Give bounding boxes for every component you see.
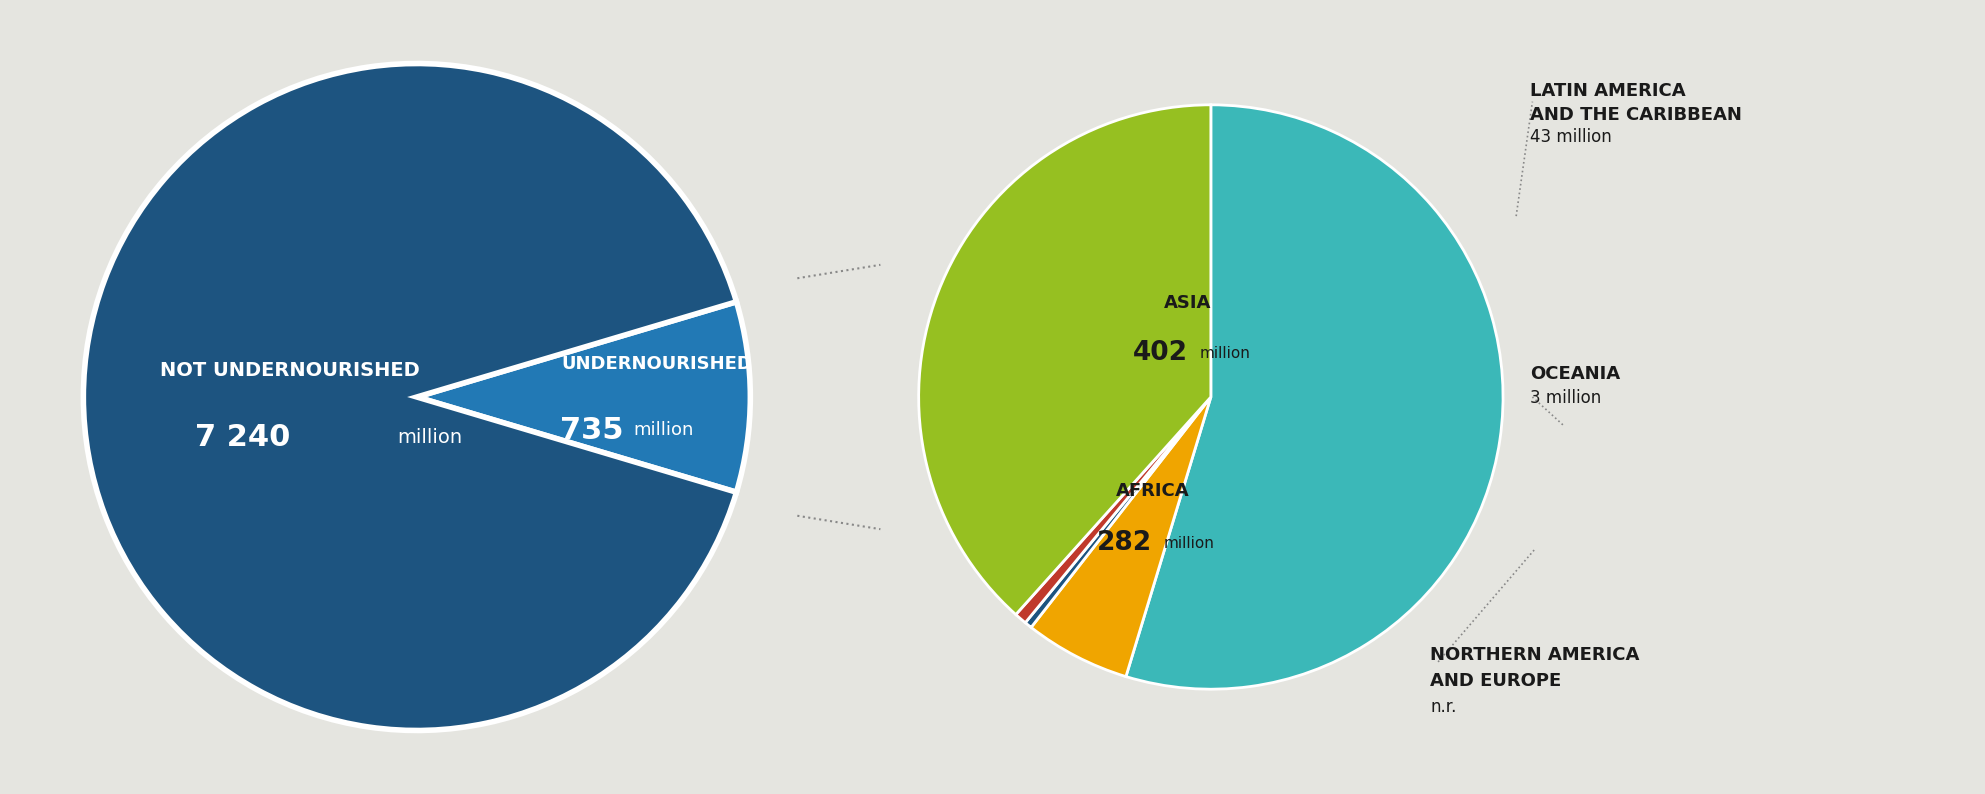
Text: AND EUROPE: AND EUROPE xyxy=(1429,672,1562,690)
Text: NOT UNDERNOURISHED: NOT UNDERNOURISHED xyxy=(161,360,421,380)
Text: million: million xyxy=(1163,536,1215,550)
Text: n.r.: n.r. xyxy=(1429,698,1457,716)
Wedge shape xyxy=(417,302,750,492)
Text: AND THE CARIBBEAN: AND THE CARIBBEAN xyxy=(1530,106,1743,124)
Text: LATIN AMERICA: LATIN AMERICA xyxy=(1530,82,1685,100)
Text: million: million xyxy=(1199,345,1251,360)
Wedge shape xyxy=(1016,397,1211,622)
Text: 3 million: 3 million xyxy=(1530,389,1602,407)
Text: 735: 735 xyxy=(560,416,623,445)
Text: 43 million: 43 million xyxy=(1530,128,1612,146)
Text: OCEANIA: OCEANIA xyxy=(1530,365,1620,383)
Text: NORTHERN AMERICA: NORTHERN AMERICA xyxy=(1429,646,1640,664)
Wedge shape xyxy=(1026,397,1211,627)
Text: 7 240: 7 240 xyxy=(195,422,290,452)
Text: 402: 402 xyxy=(1133,340,1187,366)
Text: million: million xyxy=(633,422,695,439)
Text: AFRICA: AFRICA xyxy=(1116,481,1189,499)
Text: 282: 282 xyxy=(1098,530,1153,556)
Text: UNDERNOURISHED: UNDERNOURISHED xyxy=(562,355,752,372)
Wedge shape xyxy=(83,64,736,730)
Text: million: million xyxy=(397,427,463,446)
Wedge shape xyxy=(1030,397,1211,676)
Wedge shape xyxy=(919,105,1211,615)
Text: ASIA: ASIA xyxy=(1163,295,1211,313)
Wedge shape xyxy=(1125,105,1503,689)
